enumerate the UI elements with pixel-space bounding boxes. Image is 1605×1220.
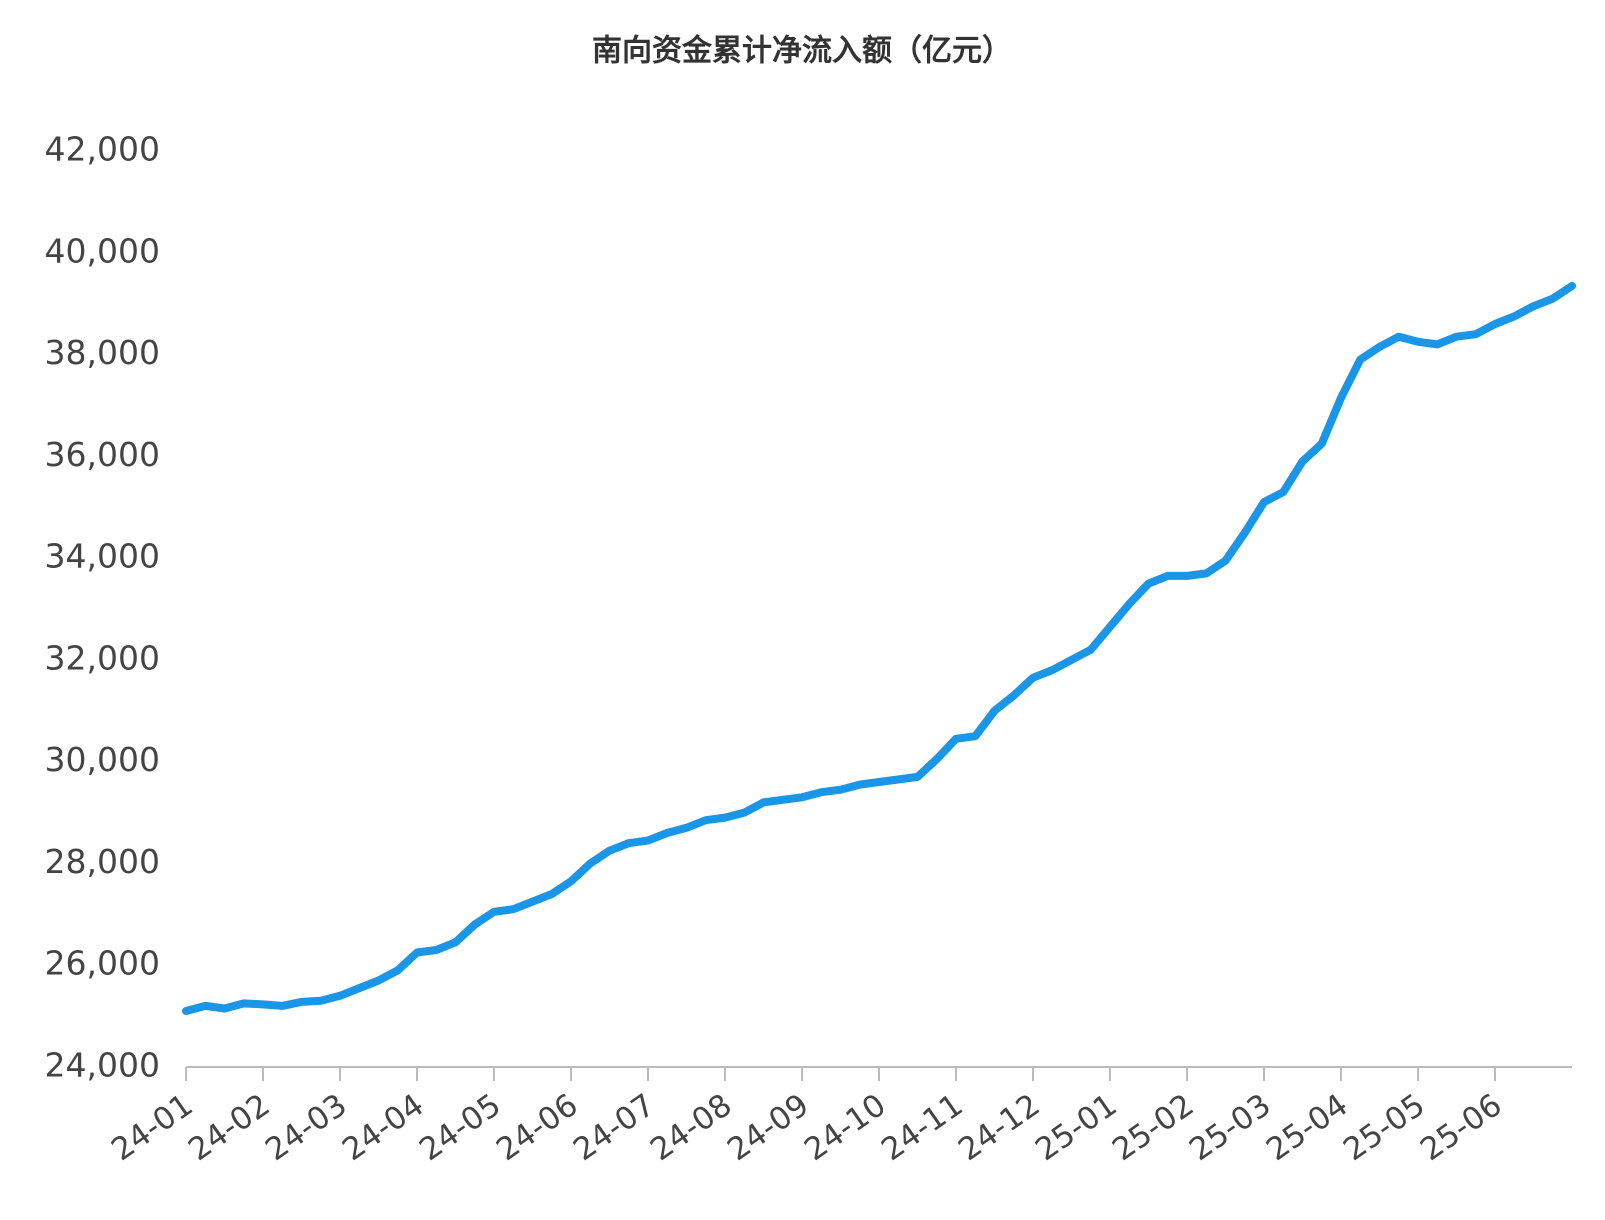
x-tick-label: 24-07	[567, 1087, 661, 1168]
y-tick-label: 38,000	[45, 333, 160, 372]
chart-title: 南向资金累计净流入额（亿元）	[592, 34, 1012, 69]
x-tick-label: 24-08	[644, 1087, 738, 1168]
x-tick-label: 24-06	[490, 1087, 584, 1168]
x-tick-label: 24-01	[105, 1087, 199, 1168]
x-tick-label: 24-02	[182, 1087, 276, 1168]
data-line	[182, 281, 1576, 1015]
y-tick-label: 26,000	[45, 944, 160, 983]
x-tick-label: 25-04	[1260, 1087, 1354, 1168]
y-tick-label: 36,000	[45, 435, 160, 474]
x-tick-label: 24-10	[798, 1087, 892, 1168]
x-tick-label: 24-03	[259, 1087, 353, 1168]
x-tick-label: 25-06	[1414, 1087, 1508, 1168]
x-tick-label: 25-01	[1029, 1087, 1123, 1168]
x-tick-label: 24-12	[952, 1087, 1046, 1168]
y-tick-label: 34,000	[45, 537, 160, 576]
x-tick-label: 24-11	[875, 1087, 969, 1168]
x-tick-label: 24-04	[336, 1087, 430, 1168]
y-tick-label: 24,000	[45, 1046, 160, 1085]
y-tick-label: 40,000	[45, 231, 160, 270]
y-tick-label: 28,000	[45, 842, 160, 881]
x-tick-label: 24-05	[413, 1087, 507, 1168]
x-tick-label: 25-05	[1337, 1087, 1431, 1168]
y-tick-label: 30,000	[45, 740, 160, 779]
y-tick-label: 32,000	[45, 638, 160, 677]
y-tick-label: 42,000	[45, 130, 160, 169]
x-tick-label: 24-09	[721, 1087, 815, 1168]
x-tick-label: 25-02	[1106, 1087, 1200, 1168]
x-tick-label: 25-03	[1183, 1087, 1277, 1168]
